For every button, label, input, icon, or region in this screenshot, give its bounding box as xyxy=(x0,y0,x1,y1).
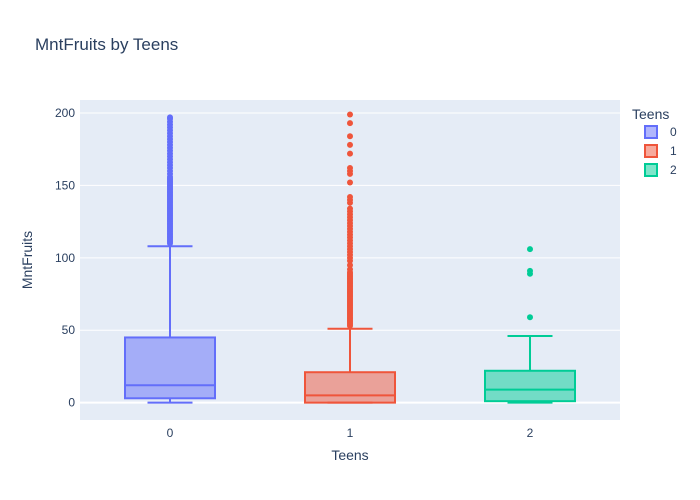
outlier-point xyxy=(527,267,533,274)
legend-label-1: 1 xyxy=(670,144,677,158)
box-group-1 xyxy=(304,111,396,404)
box-iqr xyxy=(484,369,576,403)
outlier-point xyxy=(347,194,353,201)
legend-swatch-2 xyxy=(644,163,658,177)
boxes-layer xyxy=(124,111,576,404)
y-axis-ticks: 0 50 100 150 200 xyxy=(55,106,75,410)
x-tick-label: 0 xyxy=(167,426,174,440)
y-tick-label: 100 xyxy=(55,251,75,265)
chart-title: MntFruits by Teens xyxy=(35,35,178,54)
y-tick-label: 0 xyxy=(68,396,75,410)
x-axis-title: Teens xyxy=(331,447,368,463)
outlier-point xyxy=(347,205,353,212)
legend-swatch-0 xyxy=(644,125,658,139)
outlier-point xyxy=(167,114,173,121)
y-axis-title: MntFruits xyxy=(19,231,35,289)
x-tick-label: 1 xyxy=(347,426,354,440)
outlier-point xyxy=(527,246,533,253)
x-axis-ticks: 0 1 2 xyxy=(167,426,534,440)
legend-label-2: 2 xyxy=(670,163,677,177)
legend: Teens 0 1 2 xyxy=(632,106,677,177)
y-tick-label: 50 xyxy=(62,323,76,337)
outlier-point xyxy=(347,165,353,172)
outlier-point xyxy=(347,179,353,186)
x-tick-label: 2 xyxy=(527,426,534,440)
outlier-point xyxy=(347,120,353,127)
outlier-point xyxy=(347,266,353,273)
box-iqr xyxy=(304,371,396,404)
y-tick-label: 200 xyxy=(55,106,75,120)
legend-label-0: 0 xyxy=(670,125,677,139)
outlier-point xyxy=(347,111,353,118)
box-group-0 xyxy=(124,114,216,404)
legend-title: Teens xyxy=(632,106,669,122)
box-iqr xyxy=(124,336,216,400)
box-group-2 xyxy=(484,246,576,404)
legend-swatch-1 xyxy=(644,144,658,158)
outlier-point xyxy=(347,262,353,269)
outlier-point xyxy=(347,133,353,140)
y-tick-label: 150 xyxy=(55,178,75,192)
outlier-point xyxy=(347,150,353,157)
outlier-point xyxy=(527,314,533,321)
outlier-point xyxy=(347,141,353,148)
